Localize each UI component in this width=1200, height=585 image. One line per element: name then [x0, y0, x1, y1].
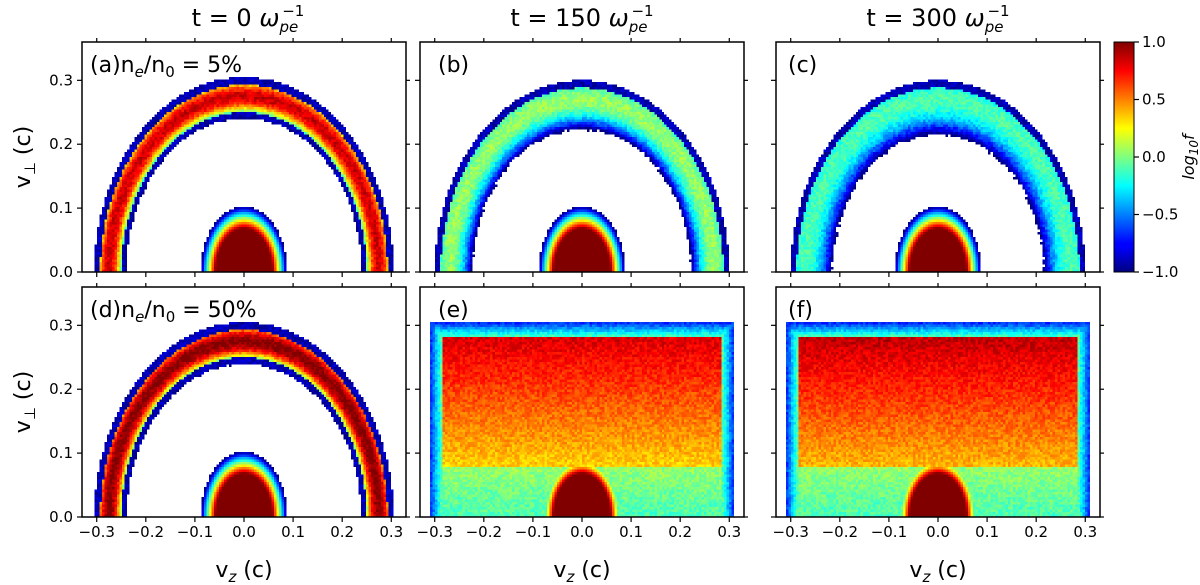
y-tick-label: 0.3: [49, 71, 73, 89]
heatmap-c: [776, 42, 1100, 272]
colorbar-tick-label: −1.0: [1142, 263, 1178, 281]
panel-f: [775, 286, 1101, 518]
colorbar: 1.0 0.5 0.0 −0.5 −1.0 log10f: [1113, 33, 1200, 281]
y-tick-label: 0.0: [49, 263, 73, 281]
panel-label-e: (e): [438, 298, 469, 323]
x-axis-label-3: vz (c): [909, 558, 966, 585]
colorbar-tick-label: 0.5: [1142, 91, 1166, 109]
x-tick-label: 0.2: [330, 523, 354, 541]
x-tick-label: −0.1: [515, 523, 551, 541]
x-tick-label: −0.3: [417, 523, 453, 541]
axis-ticks: 0.0 0.1 0.2 0.3 −0.3 −0.2 −0.1 0.0 0.1 0.2 0.3 0.0 0…: [49, 38, 1104, 541]
x-tick-label: −0.3: [773, 523, 809, 541]
panel-label-f: (f): [788, 298, 813, 323]
panels: [81, 41, 1101, 518]
heatmap-b: [420, 42, 744, 272]
colorbar-gradient: [1113, 41, 1135, 273]
y-tick-label: 0.2: [49, 380, 73, 398]
panel-e: [419, 286, 745, 518]
x-tick-label: 0.3: [717, 523, 741, 541]
x-axis-label-2: vz (c): [553, 558, 610, 585]
panel-b: [419, 41, 745, 273]
colorbar-tick-label: −0.5: [1142, 206, 1178, 224]
y-tick-label: 0.1: [49, 199, 73, 217]
column-title-2: t = 150 ωpe−1: [510, 2, 653, 36]
panel-c: [775, 41, 1101, 273]
x-tick-label: 0.2: [668, 523, 692, 541]
x-tick-label: −0.2: [822, 523, 858, 541]
y-axis-label-top: v⊥ (c): [11, 126, 39, 188]
heatmap-a: [82, 42, 406, 272]
y-axis-label-bottom: v⊥ (c): [11, 371, 39, 433]
x-tick-label: 0.1: [975, 523, 999, 541]
x-tick-label: 0.1: [281, 523, 305, 541]
x-tick-label: −0.3: [79, 523, 115, 541]
x-tick-label: 0.2: [1024, 523, 1048, 541]
x-tick-label: 0.0: [232, 523, 256, 541]
x-tick-label: −0.1: [871, 523, 907, 541]
x-tick-label: 0.0: [926, 523, 950, 541]
heatmap-f: [776, 287, 1100, 517]
colorbar-tick-label: 0.0: [1142, 148, 1166, 166]
x-axis-label-1: vz (c): [215, 558, 272, 585]
x-tick-label: −0.1: [177, 523, 213, 541]
panel-label-d: (d)ne/n0 = 50%: [90, 298, 257, 326]
column-title-1: t = 0 ωpe−1: [192, 2, 305, 36]
panel-a: [81, 41, 407, 273]
colorbar-label: log10f: [1179, 132, 1200, 180]
y-tick-label: 0.3: [49, 316, 73, 334]
y-tick-label: 0.1: [49, 444, 73, 462]
x-tick-label: 0.3: [379, 523, 403, 541]
x-tick-label: −0.2: [128, 523, 164, 541]
x-tick-label: 0.3: [1073, 523, 1097, 541]
heatmap-e: [420, 287, 744, 517]
y-tick-label: 0.0: [49, 508, 73, 526]
x-tick-label: 0.1: [619, 523, 643, 541]
y-tick-label: 0.2: [49, 135, 73, 153]
colorbar-ticks: 1.0 0.5 0.0 −0.5 −1.0: [1134, 33, 1178, 281]
heatmap-d: [82, 287, 406, 517]
panel-label-b: (b): [438, 53, 469, 78]
x-tick-label: 0.0: [570, 523, 594, 541]
x-tick-label: −0.2: [466, 523, 502, 541]
colorbar-tick-label: 1.0: [1142, 33, 1166, 51]
column-title-3: t = 300 ωpe−1: [866, 2, 1009, 36]
panel-label-a: (a)ne/n0 = 5%: [90, 53, 242, 81]
panel-label-c: (c): [788, 53, 817, 78]
